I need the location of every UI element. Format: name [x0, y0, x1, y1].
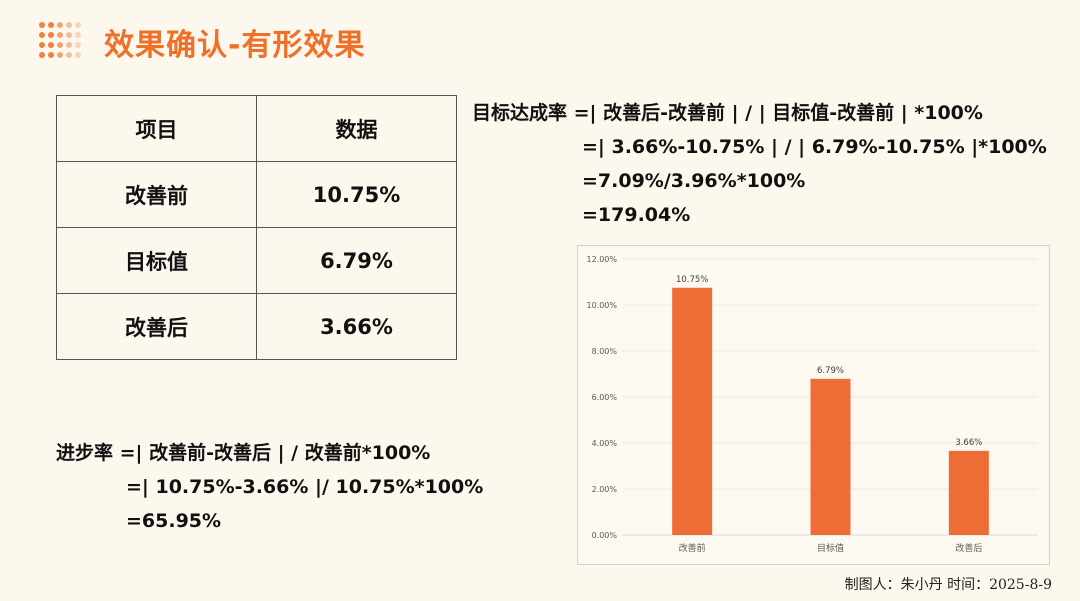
table-header-row: 项目 数据	[56, 95, 457, 162]
y-tick-label: 10.00%	[586, 301, 617, 310]
y-tick-label: 8.00%	[592, 347, 618, 356]
page-title: 效果确认-有形效果	[104, 28, 366, 63]
table-row: 改善前 10.75%	[56, 161, 457, 228]
table-header-cell: 数据	[256, 95, 457, 162]
formula-line: 进步率 =| 改善前-改善后 | / 改善前*100%	[56, 442, 431, 464]
bar	[672, 287, 713, 535]
table-cell-value: 10.75%	[256, 161, 457, 228]
table-cell-item: 改善后	[56, 293, 257, 360]
table-row: 目标值 6.79%	[56, 227, 457, 294]
formula-line: 目标达成率 =| 改善后-改善前 | / | 目标值-改善前 | *100%	[472, 102, 983, 124]
data-table: 项目 数据 改善前 10.75% 目标值 6.79% 改善后 3.66%	[56, 95, 457, 360]
bar-chart: 0.00% 2.00% 4.00% 6.00% 8.00% 10.00% 12.00% 10.…	[577, 245, 1050, 565]
table-cell-value: 6.79%	[256, 227, 457, 294]
formula-line: =| 3.66%-10.75% | / | 6.79%-10.75% |*100…	[582, 136, 1047, 158]
x-category-label: 改善前	[679, 542, 706, 554]
table-row: 改善后 3.66%	[56, 293, 457, 360]
footer-credit: 制图人：朱小丹 时间：2025-8-9	[844, 577, 1052, 593]
y-tick-label: 0.00%	[592, 531, 618, 540]
table-header-cell: 项目	[56, 95, 257, 162]
formula-line: =65.95%	[126, 510, 222, 532]
formula-line: =7.09%/3.96%*100%	[582, 170, 806, 192]
y-tick-label: 2.00%	[592, 485, 618, 494]
logo-dots-icon	[38, 21, 84, 59]
x-category-label: 目标值	[817, 542, 844, 554]
data-label: 10.75%	[676, 275, 708, 285]
bar-chart-svg: 0.00% 2.00% 4.00% 6.00% 8.00% 10.00% 12.00% 10.…	[586, 255, 1038, 554]
table-cell-item: 改善前	[56, 161, 257, 228]
formula-line: =179.04%	[582, 204, 691, 226]
x-category-label: 改善后	[955, 542, 982, 554]
bar	[810, 378, 851, 535]
data-label: 6.79%	[817, 366, 844, 376]
data-label: 3.66%	[955, 438, 982, 448]
y-tick-label: 4.00%	[592, 439, 618, 448]
table-cell-value: 3.66%	[256, 293, 457, 360]
formula-line: =| 10.75%-3.66% |/ 10.75%*100%	[126, 476, 484, 498]
table-cell-item: 目标值	[56, 227, 257, 294]
progress-rate-formula: 进步率 =| 改善前-改善后 | / 改善前*100% =| 10.75%-3.…	[56, 436, 483, 538]
y-tick-label: 12.00%	[586, 255, 617, 264]
bar	[948, 450, 989, 535]
y-tick-label: 6.00%	[592, 393, 618, 402]
goal-achievement-formula: 目标达成率 =| 改善后-改善前 | / | 目标值-改善前 | *100% =…	[472, 96, 1047, 232]
